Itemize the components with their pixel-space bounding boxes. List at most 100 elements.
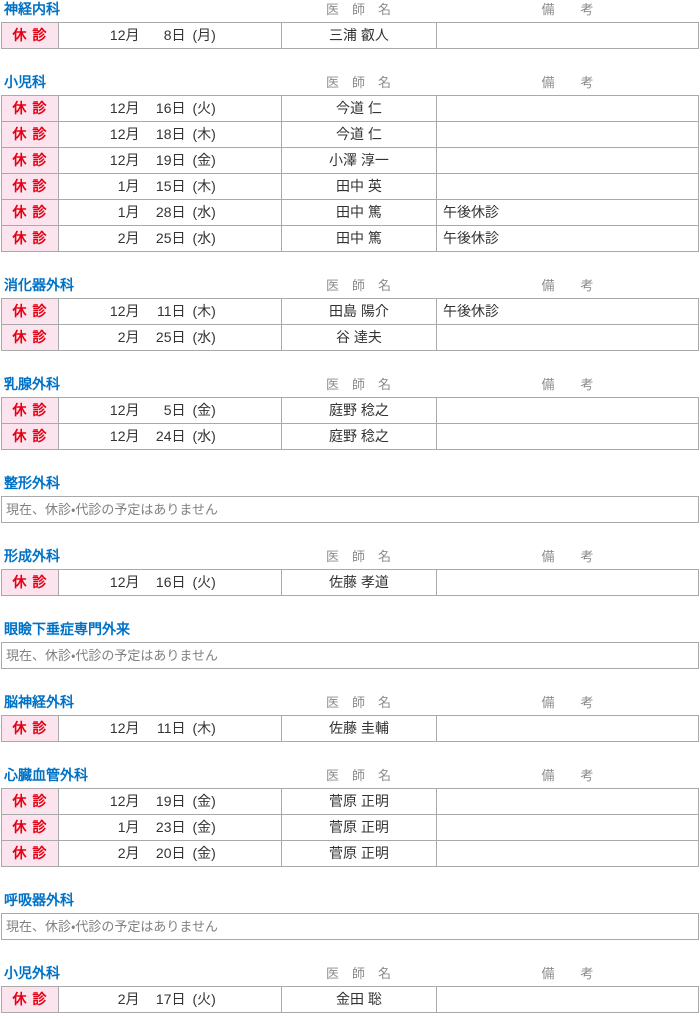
date-cell: 2月 25日 (水) bbox=[58, 225, 282, 252]
remarks bbox=[436, 22, 699, 49]
department-title: 眼瞼下垂症専門外来 bbox=[4, 621, 130, 637]
date-month: 12月 bbox=[109, 720, 140, 736]
doctor-name-column-header: 医 師 名 bbox=[325, 2, 391, 17]
section-header: 整形外科 bbox=[1, 476, 699, 491]
section-gastroenterological-surgery: 消化器外科 医 師 名 備 考 休 診 12月 11日 (木) 田島 陽介 午後休診… bbox=[1, 278, 699, 351]
remarks-column-header: 備 考 bbox=[541, 695, 594, 710]
remarks-column-header: 備 考 bbox=[541, 549, 594, 564]
date-day: 17日 bbox=[155, 991, 186, 1007]
doctor-name: 田中 英 bbox=[281, 173, 437, 200]
remarks bbox=[436, 814, 699, 841]
date-weekday: (金) bbox=[192, 845, 216, 861]
section-plastic-surgery: 形成外科 医 師 名 備 考 休 診 12月 16日 (火) 佐藤 孝道 bbox=[1, 549, 699, 596]
date-cell: 12月 11日 (木) bbox=[58, 715, 282, 742]
doctor-name-column-header: 医 師 名 bbox=[325, 75, 391, 90]
closed-badge: 休 診 bbox=[1, 569, 59, 596]
closed-badge: 休 診 bbox=[1, 324, 59, 351]
remarks: 午後休診 bbox=[436, 225, 699, 252]
date-month: 12月 bbox=[109, 574, 140, 590]
department-title: 脳神経外科 bbox=[4, 694, 74, 710]
date-day: 25日 bbox=[155, 230, 186, 246]
section-neurosurgery: 脳神経外科 医 師 名 備 考 休 診 12月 11日 (木) 佐藤 圭輔 bbox=[1, 695, 699, 742]
date-cell: 12月 5日 (金) bbox=[58, 397, 282, 424]
schedule-table: 休 診 12月 5日 (金) 庭野 稔之 休 診 12月 24日 (水) 庭野 稔之 bbox=[1, 397, 699, 450]
date-day: 19日 bbox=[155, 152, 186, 168]
schedule-row: 休 診 12月 19日 (金) 菅原 正明 bbox=[1, 788, 699, 815]
schedule-row: 休 診 12月 5日 (金) 庭野 稔之 bbox=[1, 397, 699, 424]
remarks-column-header: 備 考 bbox=[541, 278, 594, 293]
schedule-row: 休 診 2月 25日 (水) 田中 篤 午後休診 bbox=[1, 225, 699, 252]
doctor-name: 菅原 正明 bbox=[281, 788, 437, 815]
date-day: 16日 bbox=[155, 100, 186, 116]
date-day: 20日 bbox=[155, 845, 186, 861]
date-cell: 12月 16日 (火) bbox=[58, 95, 282, 122]
schedule-table: 休 診 12月 16日 (火) 佐藤 孝道 bbox=[1, 569, 699, 596]
schedule-row: 休 診 12月 24日 (水) 庭野 稔之 bbox=[1, 423, 699, 450]
date-weekday: (火) bbox=[192, 574, 216, 590]
date-month: 1月 bbox=[117, 178, 140, 194]
remarks-column-header: 備 考 bbox=[541, 966, 594, 981]
date-day: 25日 bbox=[155, 329, 186, 345]
doctor-name: 金田 聡 bbox=[281, 986, 437, 1013]
remarks bbox=[436, 423, 699, 450]
date-weekday: (水) bbox=[192, 204, 216, 220]
schedule-table: 休 診 12月 11日 (木) 佐藤 圭輔 bbox=[1, 715, 699, 742]
remarks bbox=[436, 840, 699, 867]
department-title: 整形外科 bbox=[4, 475, 60, 491]
closed-badge: 休 診 bbox=[1, 715, 59, 742]
closed-badge: 休 診 bbox=[1, 840, 59, 867]
date-month: 12月 bbox=[109, 303, 140, 319]
section-header: 形成外科 医 師 名 備 考 bbox=[1, 549, 699, 565]
doctor-name: 三浦 叡人 bbox=[281, 22, 437, 49]
date-cell: 12月 8日 (月) bbox=[58, 22, 282, 49]
schedule-row: 休 診 1月 23日 (金) 菅原 正明 bbox=[1, 814, 699, 841]
closed-badge: 休 診 bbox=[1, 121, 59, 148]
schedule-table: 休 診 12月 16日 (火) 今道 仁 休 診 12月 18日 (木) 今道 仁 休 … bbox=[1, 95, 699, 252]
remarks bbox=[436, 715, 699, 742]
section-pediatrics: 小児科 医 師 名 備 考 休 診 12月 16日 (火) 今道 仁 休 診 12月… bbox=[1, 75, 699, 252]
remarks bbox=[436, 986, 699, 1013]
closed-badge: 休 診 bbox=[1, 423, 59, 450]
date-month: 2月 bbox=[117, 329, 140, 345]
section-header: 呼吸器外科 bbox=[1, 893, 699, 908]
remarks bbox=[436, 147, 699, 174]
doctor-name: 今道 仁 bbox=[281, 95, 437, 122]
date-day: 16日 bbox=[155, 574, 186, 590]
doctor-name: 田中 篤 bbox=[281, 199, 437, 226]
department-title: 消化器外科 bbox=[4, 277, 74, 293]
date-weekday: (木) bbox=[192, 178, 216, 194]
date-cell: 2月 25日 (水) bbox=[58, 324, 282, 351]
no-schedule-message: 現在、休診・代診の予定はありません bbox=[1, 642, 699, 669]
schedule-row: 休 診 2月 17日 (火) 金田 聡 bbox=[1, 986, 699, 1013]
date-cell: 12月 16日 (火) bbox=[58, 569, 282, 596]
date-day: 28日 bbox=[155, 204, 186, 220]
schedule-row: 休 診 2月 20日 (金) 菅原 正明 bbox=[1, 840, 699, 867]
section-breast-surgery: 乳腺外科 医 師 名 備 考 休 診 12月 5日 (金) 庭野 稔之 休 診 12… bbox=[1, 377, 699, 450]
closed-badge: 休 診 bbox=[1, 814, 59, 841]
doctor-name: 庭野 稔之 bbox=[281, 423, 437, 450]
date-day: 15日 bbox=[155, 178, 186, 194]
date-day: 11日 bbox=[156, 303, 186, 319]
date-day: 23日 bbox=[155, 819, 186, 835]
remarks bbox=[436, 173, 699, 200]
closed-badge: 休 診 bbox=[1, 298, 59, 325]
department-title: 乳腺外科 bbox=[4, 376, 60, 392]
section-orthopedics: 整形外科 現在、休診・代診の予定はありません bbox=[1, 476, 699, 523]
closed-badge: 休 診 bbox=[1, 147, 59, 174]
schedule-row: 休 診 1月 28日 (水) 田中 篤 午後休診 bbox=[1, 199, 699, 226]
section-pediatric-surgery: 小児外科 医 師 名 備 考 休 診 2月 17日 (火) 金田 聡 bbox=[1, 966, 699, 1013]
schedule-row: 休 診 1月 15日 (木) 田中 英 bbox=[1, 173, 699, 200]
department-title: 小児科 bbox=[4, 74, 46, 90]
schedule-table: 休 診 12月 19日 (金) 菅原 正明 休 診 1月 23日 (金) 菅原 正明 休… bbox=[1, 788, 699, 867]
doctor-name: 今道 仁 bbox=[281, 121, 437, 148]
date-month: 12月 bbox=[109, 793, 140, 809]
remarks-column-header: 備 考 bbox=[541, 75, 594, 90]
department-title: 呼吸器外科 bbox=[4, 892, 74, 908]
section-header: 小児外科 医 師 名 備 考 bbox=[1, 966, 699, 982]
remarks bbox=[436, 397, 699, 424]
section-header: 乳腺外科 医 師 名 備 考 bbox=[1, 376, 699, 393]
date-day: 11日 bbox=[156, 720, 186, 736]
date-cell: 12月 19日 (金) bbox=[58, 147, 282, 174]
doctor-name: 小澤 淳一 bbox=[281, 147, 437, 174]
date-day: 18日 bbox=[155, 126, 186, 142]
